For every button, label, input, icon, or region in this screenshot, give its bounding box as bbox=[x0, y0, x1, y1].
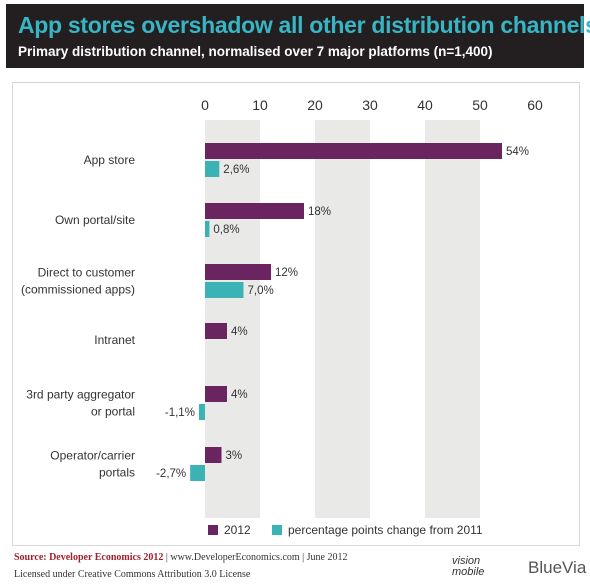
category-label: Own portal/site bbox=[55, 213, 135, 227]
x-tick-label: 30 bbox=[362, 97, 378, 113]
data-label-2012: 54% bbox=[506, 146, 529, 158]
x-tick-label: 20 bbox=[307, 97, 323, 113]
chart-subtitle: Primary distribution channel, normalised… bbox=[18, 44, 493, 59]
x-tick-label: 40 bbox=[417, 97, 433, 113]
bar-2012 bbox=[205, 203, 304, 219]
category-label: App store bbox=[84, 153, 136, 167]
data-label-change: 2,6% bbox=[223, 164, 249, 176]
bar-2012 bbox=[205, 143, 502, 159]
category-label: (commissioned apps) bbox=[21, 283, 135, 297]
data-label-change: -1,1% bbox=[165, 407, 195, 419]
chart-frame bbox=[12, 82, 580, 546]
bar-chart: 0 10 20 30 40 50 60 54% 2,6% App store 18% 0,8% Own … bbox=[21, 97, 543, 537]
bar-change bbox=[205, 221, 210, 237]
grid-band bbox=[425, 120, 480, 518]
legend-label-2012: 2012 bbox=[224, 523, 251, 537]
data-label-2012: 4% bbox=[231, 326, 248, 338]
category-label: 3rd party aggregator bbox=[26, 388, 135, 402]
bar-2012 bbox=[205, 323, 227, 339]
bar-change bbox=[198, 404, 205, 420]
x-tick-label: 10 bbox=[252, 97, 268, 113]
bar-change bbox=[205, 282, 244, 298]
visionmobile-logo: vision mobile bbox=[452, 556, 512, 582]
bar-2012 bbox=[205, 386, 227, 402]
bar-2012 bbox=[205, 264, 271, 280]
chart-header: App stores overshadow all other distribu… bbox=[6, 4, 590, 68]
license-line: Licensed under Creative Commons Attribut… bbox=[14, 569, 251, 580]
category-label: Intranet bbox=[94, 333, 135, 347]
legend-label-change: percentage points change from 2011 bbox=[288, 523, 483, 537]
category-label: Direct to customer bbox=[38, 266, 135, 280]
data-label-change: -2,7% bbox=[156, 468, 186, 480]
source-label: Source: Developer Economics 2012 bbox=[14, 552, 164, 563]
category-label: portals bbox=[99, 466, 135, 480]
x-tick-label: 60 bbox=[527, 97, 543, 113]
x-tick-label: 0 bbox=[201, 97, 209, 113]
bar-change bbox=[190, 465, 205, 481]
bluevia-logo: BlueVia bbox=[528, 558, 587, 577]
data-label-change: 7,0% bbox=[248, 285, 274, 297]
data-label-change: 0,8% bbox=[213, 224, 239, 236]
legend-swatch-change bbox=[272, 525, 282, 535]
visionmobile-logo-line1: vision bbox=[452, 555, 481, 567]
source-line: Source: Developer Economics 2012 | www.D… bbox=[14, 552, 348, 563]
bar-2012 bbox=[205, 447, 222, 463]
bar-change bbox=[205, 161, 220, 177]
data-label-2012: 18% bbox=[308, 206, 331, 218]
legend-swatch-2012 bbox=[208, 525, 218, 535]
grid-band bbox=[315, 120, 370, 518]
category-label: Operator/carrier bbox=[50, 449, 135, 463]
visionmobile-logo-line2: mobile bbox=[452, 566, 485, 578]
data-label-2012: 3% bbox=[226, 450, 243, 462]
x-tick-label: 50 bbox=[472, 97, 488, 113]
data-label-2012: 4% bbox=[231, 389, 248, 401]
data-label-2012: 12% bbox=[275, 267, 298, 279]
source-details: | www.DeveloperEconomics.com | June 2012 bbox=[163, 552, 348, 563]
category-label: or portal bbox=[91, 405, 135, 419]
chart-title: App stores overshadow all other distribu… bbox=[18, 12, 590, 38]
